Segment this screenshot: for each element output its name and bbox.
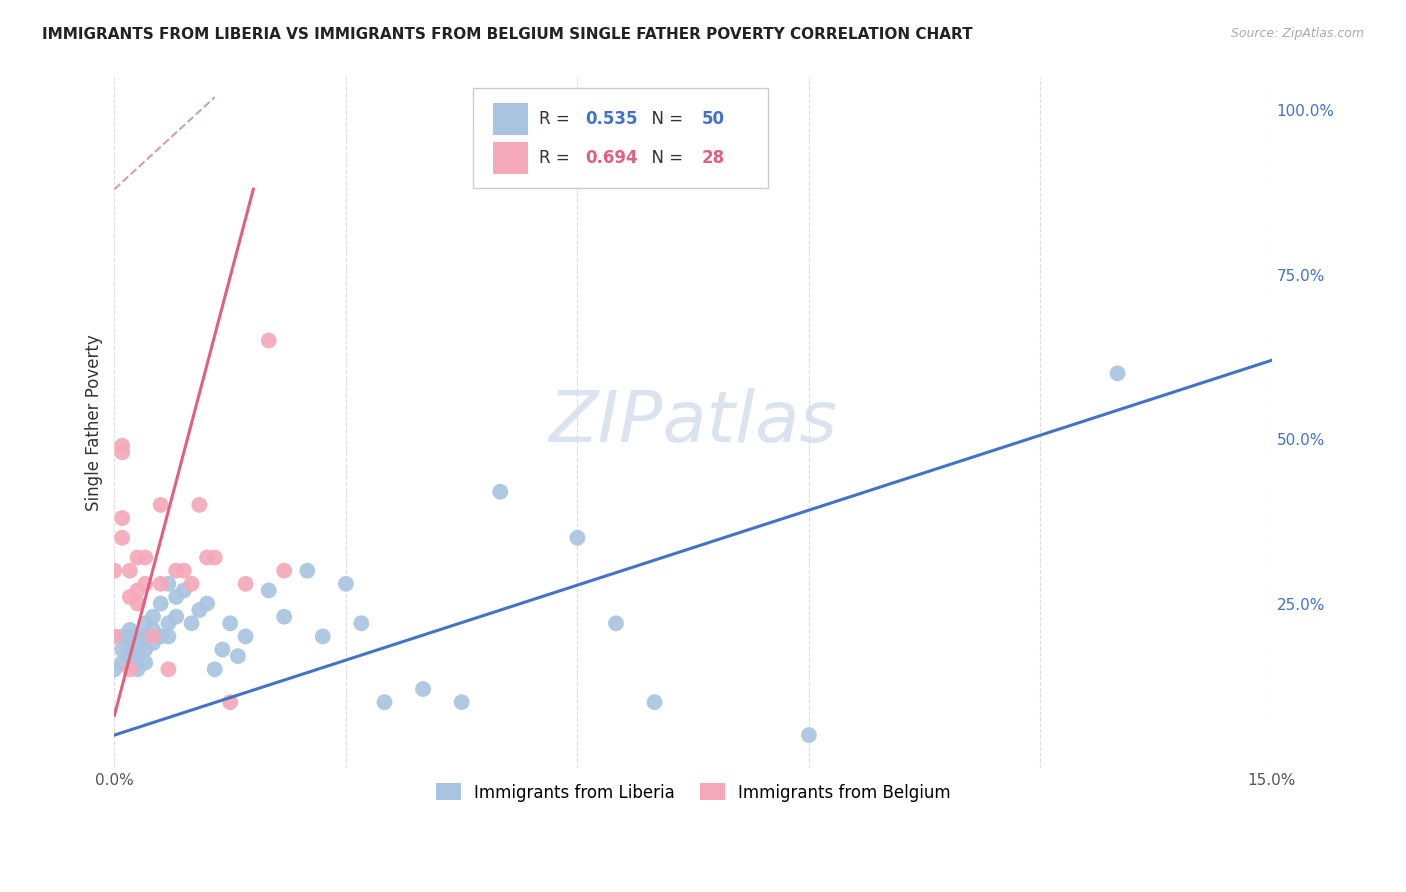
Point xyxy=(118,636,141,650)
Point xyxy=(180,576,202,591)
Point xyxy=(1107,367,1129,381)
Point xyxy=(297,564,319,578)
Point xyxy=(127,597,149,611)
Point xyxy=(111,445,134,459)
Point xyxy=(180,616,202,631)
Point xyxy=(350,616,373,631)
Point xyxy=(134,642,156,657)
Point xyxy=(335,576,357,591)
Point xyxy=(149,629,172,643)
Point xyxy=(118,662,141,676)
Point xyxy=(149,597,172,611)
Point xyxy=(127,662,149,676)
Point xyxy=(489,484,512,499)
Point xyxy=(373,695,395,709)
Point xyxy=(142,636,165,650)
Legend: Immigrants from Liberia, Immigrants from Belgium: Immigrants from Liberia, Immigrants from… xyxy=(422,770,965,815)
Point xyxy=(450,695,472,709)
Point xyxy=(173,564,195,578)
Text: N =: N = xyxy=(641,110,689,128)
Point xyxy=(111,642,134,657)
Point xyxy=(149,576,172,591)
Point xyxy=(127,642,149,657)
Point xyxy=(134,550,156,565)
Point xyxy=(134,576,156,591)
Point xyxy=(195,597,218,611)
Point xyxy=(219,695,242,709)
Point xyxy=(111,656,134,670)
Y-axis label: Single Father Poverty: Single Father Poverty xyxy=(86,334,103,511)
Point xyxy=(127,629,149,643)
Text: 50: 50 xyxy=(702,110,724,128)
Point xyxy=(188,498,211,512)
Point xyxy=(127,649,149,664)
Text: ZIPatlas: ZIPatlas xyxy=(548,388,838,458)
Point xyxy=(127,550,149,565)
Point xyxy=(226,649,249,664)
Point xyxy=(149,498,172,512)
Point xyxy=(118,623,141,637)
Point xyxy=(157,576,180,591)
Point xyxy=(173,583,195,598)
Point xyxy=(142,609,165,624)
Point xyxy=(127,583,149,598)
Point xyxy=(134,656,156,670)
Point xyxy=(118,590,141,604)
Point xyxy=(165,609,187,624)
Point xyxy=(605,616,627,631)
Point xyxy=(211,642,233,657)
Point xyxy=(103,629,125,643)
Text: R =: R = xyxy=(540,110,575,128)
Point xyxy=(157,662,180,676)
Point xyxy=(157,629,180,643)
Point xyxy=(142,629,165,643)
Text: IMMIGRANTS FROM LIBERIA VS IMMIGRANTS FROM BELGIUM SINGLE FATHER POVERTY CORRELA: IMMIGRANTS FROM LIBERIA VS IMMIGRANTS FR… xyxy=(42,27,973,42)
FancyBboxPatch shape xyxy=(494,103,527,135)
Point xyxy=(644,695,666,709)
Point xyxy=(273,609,295,624)
Point xyxy=(111,511,134,525)
Point xyxy=(235,576,257,591)
Point xyxy=(118,564,141,578)
Point xyxy=(165,564,187,578)
Point xyxy=(412,681,434,696)
Point xyxy=(204,662,226,676)
Point xyxy=(103,564,125,578)
Point xyxy=(118,649,141,664)
Point xyxy=(219,616,242,631)
Point xyxy=(111,531,134,545)
Text: 0.535: 0.535 xyxy=(585,110,638,128)
Point xyxy=(273,564,295,578)
Point xyxy=(797,728,820,742)
Point xyxy=(235,629,257,643)
Point xyxy=(188,603,211,617)
Point xyxy=(134,629,156,643)
Point xyxy=(257,583,280,598)
Point xyxy=(204,550,226,565)
Point xyxy=(103,662,125,676)
Point xyxy=(195,550,218,565)
Point xyxy=(257,334,280,348)
Text: R =: R = xyxy=(540,149,575,167)
Point xyxy=(312,629,335,643)
Text: Source: ZipAtlas.com: Source: ZipAtlas.com xyxy=(1230,27,1364,40)
Point xyxy=(157,616,180,631)
Point xyxy=(111,439,134,453)
Text: 0.694: 0.694 xyxy=(585,149,638,167)
FancyBboxPatch shape xyxy=(474,87,769,188)
Text: N =: N = xyxy=(641,149,689,167)
Point xyxy=(142,623,165,637)
FancyBboxPatch shape xyxy=(494,143,527,174)
Point xyxy=(118,629,141,643)
Point xyxy=(567,531,589,545)
Point xyxy=(134,616,156,631)
Point xyxy=(165,590,187,604)
Point xyxy=(111,629,134,643)
Text: 28: 28 xyxy=(702,149,724,167)
